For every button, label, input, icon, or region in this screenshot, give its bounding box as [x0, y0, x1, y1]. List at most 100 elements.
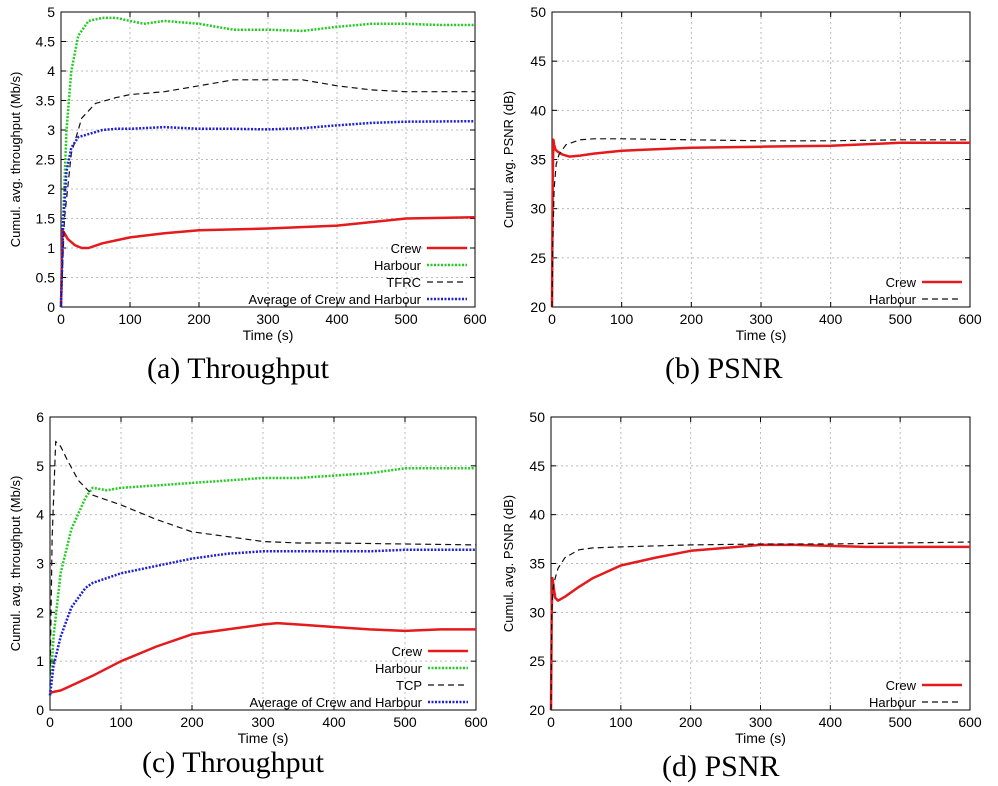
y-tick-label: 35 — [529, 556, 545, 572]
y-tick-label: 2 — [36, 604, 44, 620]
y-tick-label: 3.5 — [36, 93, 56, 109]
chart-c: 0 100 200 300 400 500 600 0 1 2 3 4 5 6 Time (s) Cumul.… — [8, 409, 488, 746]
series-line-harbour — [59, 16, 475, 308]
y-axis-title: Cumul. avg. PSNR (dB) — [501, 495, 516, 632]
x-tick-label: 0 — [57, 311, 65, 327]
x-tick-label: 100 — [610, 311, 634, 327]
y-tick-label: 20 — [529, 702, 545, 718]
x-tick-label: 400 — [325, 311, 349, 327]
y-tick-label: 4 — [47, 63, 55, 79]
x-tick-label: 100 — [118, 311, 142, 327]
x-axis-title: Time (s) — [238, 730, 289, 746]
y-axis-title: Cumul. avg. PSNR (dB) — [501, 91, 516, 228]
legend-label: Harbour — [869, 695, 917, 710]
legend-label: Harbour — [375, 661, 423, 676]
y-tick-label: 4.5 — [36, 34, 56, 50]
caption-b: (b) PSNR — [665, 352, 783, 385]
x-tick-label: 600 — [958, 311, 982, 327]
chart-a: 0 100 200 300 400 500 600 0 0.5 1 1.5 2 2.5 3 3.5 4 4.5 5… — [8, 4, 487, 343]
y-tick-label: 6 — [36, 409, 44, 425]
x-tick-label: 500 — [888, 714, 912, 730]
x-tick-label: 300 — [256, 311, 280, 327]
y-tick-label: 1 — [47, 240, 55, 256]
y-tick-label: 5 — [36, 458, 44, 474]
legend-label: Crew — [886, 275, 917, 290]
caption-a: (a) Throughput — [147, 352, 329, 385]
legend-label: Crew — [886, 678, 917, 693]
series-line-average-of-crew-and-harbour — [48, 548, 476, 696]
x-tick-label: 400 — [819, 311, 843, 327]
legend-label: TCP — [396, 678, 422, 693]
x-tick-label: 500 — [889, 311, 913, 327]
x-tick-label: 200 — [680, 311, 704, 327]
y-tick-label: 3 — [36, 556, 44, 572]
y-tick-label: 40 — [530, 102, 546, 118]
series-line-crew — [549, 543, 970, 711]
y-tick-label: 3 — [47, 122, 55, 138]
legend-label: TFRC — [386, 275, 421, 290]
caption-d: (d) PSNR — [662, 750, 780, 783]
y-tick-label: 0 — [36, 702, 44, 718]
y-tick-label: 50 — [530, 4, 546, 20]
chart-b: 0 100 200 300 400 500 600 20 25 30 35 40 45 50 Time (s… — [501, 4, 982, 343]
y-tick-label: 20 — [530, 299, 546, 315]
y-tick-label: 45 — [530, 53, 546, 69]
series-line-tfrc — [60, 79, 475, 308]
x-tick-label: 300 — [749, 311, 773, 327]
y-tick-label: 0 — [47, 299, 55, 315]
series-line-crew — [550, 138, 970, 308]
x-tick-label: 300 — [749, 714, 773, 730]
x-tick-label: 500 — [393, 714, 417, 730]
series-line-harbour — [550, 541, 971, 711]
series-line-tcp — [49, 440, 477, 686]
series-line-harbour — [48, 467, 476, 696]
y-tick-label: 1.5 — [36, 211, 56, 227]
legend-label: Harbour — [869, 292, 917, 307]
x-tick-label: 200 — [187, 311, 211, 327]
y-tick-label: 25 — [530, 250, 546, 266]
series-line-crew — [49, 621, 476, 695]
x-axis-title: Time (s) — [736, 327, 787, 343]
plot-frame — [49, 416, 477, 711]
y-tick-label: 40 — [529, 507, 545, 523]
y-tick-label: 50 — [529, 409, 545, 425]
legend-label: Harbour — [374, 258, 422, 273]
y-tick-label: 4 — [36, 507, 44, 523]
x-tick-label: 600 — [464, 714, 488, 730]
x-tick-label: 100 — [109, 714, 133, 730]
x-tick-label: 400 — [322, 714, 346, 730]
x-tick-label: 500 — [394, 311, 418, 327]
chart-d: 0 100 200 300 400 500 600 20 25 30 35 40 45 50 Time (s… — [501, 409, 982, 746]
x-tick-label: 400 — [819, 714, 843, 730]
legend-label: Crew — [392, 644, 423, 659]
y-tick-label: 2 — [47, 181, 55, 197]
x-tick-label: 200 — [679, 714, 703, 730]
x-tick-label: 300 — [251, 714, 275, 730]
y-tick-label: 35 — [530, 152, 546, 168]
x-tick-label: 0 — [547, 714, 555, 730]
series-line-average-of-crew-and-harbour — [59, 119, 476, 308]
plot-frame — [60, 11, 476, 308]
x-tick-label: 600 — [463, 311, 487, 327]
legend-label: Average of Crew and Harbour — [249, 292, 422, 307]
x-axis-title: Time (s) — [243, 327, 294, 343]
caption-c: (c) Throughput — [142, 746, 324, 779]
y-axis-title: Cumul. avg. throughput (Mb/s) — [8, 72, 23, 248]
x-tick-label: 200 — [180, 714, 204, 730]
x-tick-label: 600 — [958, 714, 982, 730]
y-tick-label: 45 — [529, 458, 545, 474]
y-tick-label: 0.5 — [36, 270, 56, 286]
series-line-crew — [59, 216, 476, 308]
y-tick-label: 2.5 — [36, 152, 56, 168]
series-line-harbour — [551, 138, 970, 308]
y-tick-label: 1 — [36, 653, 44, 669]
x-tick-label: 0 — [548, 311, 556, 327]
x-axis-title: Time (s) — [735, 730, 786, 746]
x-tick-label: 100 — [609, 714, 633, 730]
y-tick-label: 5 — [47, 4, 55, 20]
y-tick-label: 30 — [529, 604, 545, 620]
legend-label: Crew — [391, 241, 422, 256]
plot-frame — [550, 416, 971, 711]
